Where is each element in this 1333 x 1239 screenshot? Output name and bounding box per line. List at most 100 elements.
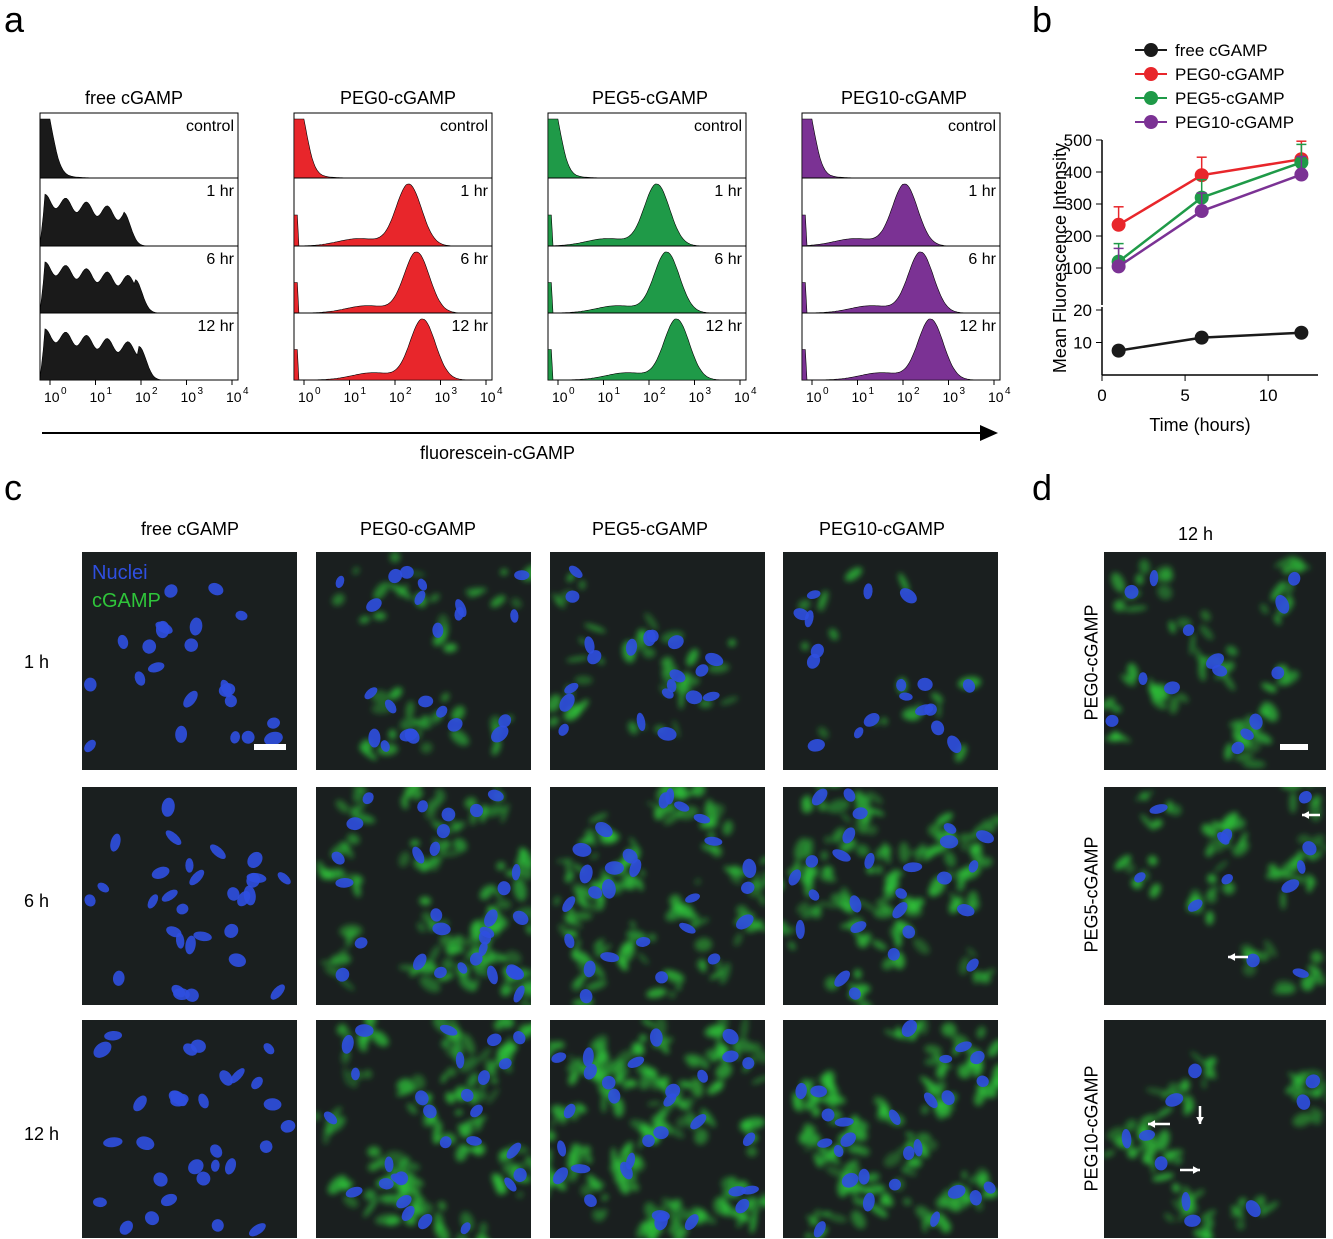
cgamp-blob [690, 919, 700, 929]
cgamp-blob [611, 1147, 617, 1171]
cgamp-blob [450, 729, 469, 746]
cgamp-blob [1140, 814, 1155, 831]
nucleus [366, 598, 382, 612]
panel-letter-b: b [1032, 0, 1053, 40]
nucleus [439, 1136, 452, 1149]
cgamp-blob [516, 1191, 524, 1199]
cgamp-blob [410, 1182, 421, 1199]
cgamp-blob [646, 987, 667, 999]
cgamp-blob [714, 1081, 722, 1091]
nucleus [557, 1140, 567, 1157]
nucleus [93, 1041, 112, 1058]
cgamp-blob [550, 1048, 555, 1059]
mic-row-6h: 6 h [24, 891, 50, 911]
nucleus [512, 910, 529, 925]
nucleus [795, 1082, 807, 1100]
nucleus [511, 864, 521, 881]
cgamp-blob [629, 1182, 640, 1192]
cgamp-blob [1236, 1219, 1245, 1230]
cgamp-blob [550, 716, 559, 727]
cgamp-blob [670, 1217, 682, 1227]
nucleus [436, 824, 450, 839]
nucleus [469, 803, 484, 818]
cgamp-blob [641, 1020, 655, 1027]
nucleus [931, 720, 945, 736]
nucleus [423, 1104, 437, 1119]
cgamp-blob [1258, 951, 1270, 962]
cgamp-blob [396, 585, 412, 600]
cgamp-blob [419, 975, 441, 993]
nucleus [899, 588, 917, 604]
nucleus [466, 1136, 482, 1146]
cgamp-blob [976, 1026, 986, 1039]
nucleus [957, 904, 975, 917]
nucleus [702, 691, 720, 702]
cgamp-blob [624, 1079, 637, 1088]
row-label-2: 1 hr [968, 183, 996, 200]
nucleus [966, 958, 979, 972]
nucleus [241, 730, 255, 744]
cgamp-blob [351, 787, 369, 793]
cgamp-blob [817, 901, 841, 909]
nucleus [249, 1223, 266, 1237]
cgamp-blob [958, 833, 975, 841]
panel-d-row-peg10: PEG10-cGAMP [1081, 1065, 1102, 1192]
nucleus [1138, 672, 1148, 685]
cgamp-blob [637, 953, 649, 965]
nucleus [396, 1195, 412, 1209]
micrograph-r2-c2 [316, 787, 531, 1005]
micrograph-r1-c4 [783, 552, 998, 770]
cgamp-blob [367, 1146, 381, 1158]
cgamp-blob [620, 873, 635, 888]
cgamp-blob [826, 799, 850, 814]
nucleus [510, 609, 519, 623]
nucleus [439, 1024, 458, 1036]
cgamp-blob [455, 1232, 469, 1238]
cgamp-blob [457, 1123, 465, 1132]
nucleus [562, 896, 576, 913]
cgamp-blob [656, 1110, 668, 1120]
micrograph-r1-c1: Nuclei cGAMP [82, 552, 297, 770]
cgamp-blob [507, 1048, 513, 1055]
nucleus [264, 731, 283, 746]
y-tick-label: 200 [1064, 227, 1092, 246]
x-tick-label: 5 [1180, 386, 1189, 405]
row-label-1: control [186, 118, 234, 135]
nucleus [793, 608, 809, 621]
cgamp-blob [1230, 1200, 1247, 1219]
nucleus [627, 1056, 645, 1068]
cgamp-blob [575, 939, 581, 948]
x-tick-label: 10 [552, 389, 568, 405]
nucleus [705, 652, 724, 667]
row-label-2: 1 hr [460, 183, 488, 200]
nucleus [735, 1198, 750, 1214]
arrow-head [1148, 1120, 1156, 1128]
nucleus [736, 914, 754, 930]
cgamp-blob [740, 1020, 749, 1041]
cgamp-blob [600, 868, 607, 884]
cgamp-blob [1183, 1103, 1192, 1116]
cgamp-blob [1214, 860, 1228, 872]
nuclei-layer [1105, 570, 1301, 755]
nuclei-layer [795, 1020, 996, 1238]
cgamp-blob [463, 1147, 481, 1153]
cgamp-blob [690, 1077, 704, 1098]
legend-nuclei: Nuclei [92, 562, 148, 584]
nucleus [741, 881, 755, 894]
nucleus [185, 988, 199, 1002]
nucleus [484, 909, 498, 927]
nucleus [460, 1222, 471, 1235]
nucleus [513, 985, 525, 1003]
cgamp-blob [1172, 1183, 1180, 1193]
cgamp-blob [491, 1173, 508, 1194]
nucleus [551, 1052, 567, 1063]
nucleus [806, 590, 821, 600]
mfi-line-chart: free cGAMP PEG0-cGAMP PEG5-cGAMP PEG10-cGAM… [1050, 41, 1318, 435]
x-tick-label: 0 [1097, 386, 1106, 405]
row-label-4: 12 hr [198, 318, 235, 335]
series-point-1-2 [1194, 330, 1209, 345]
cgamp-blob [566, 1057, 583, 1072]
cgamp-blob [588, 812, 608, 824]
cgamp-blob [382, 1194, 402, 1200]
